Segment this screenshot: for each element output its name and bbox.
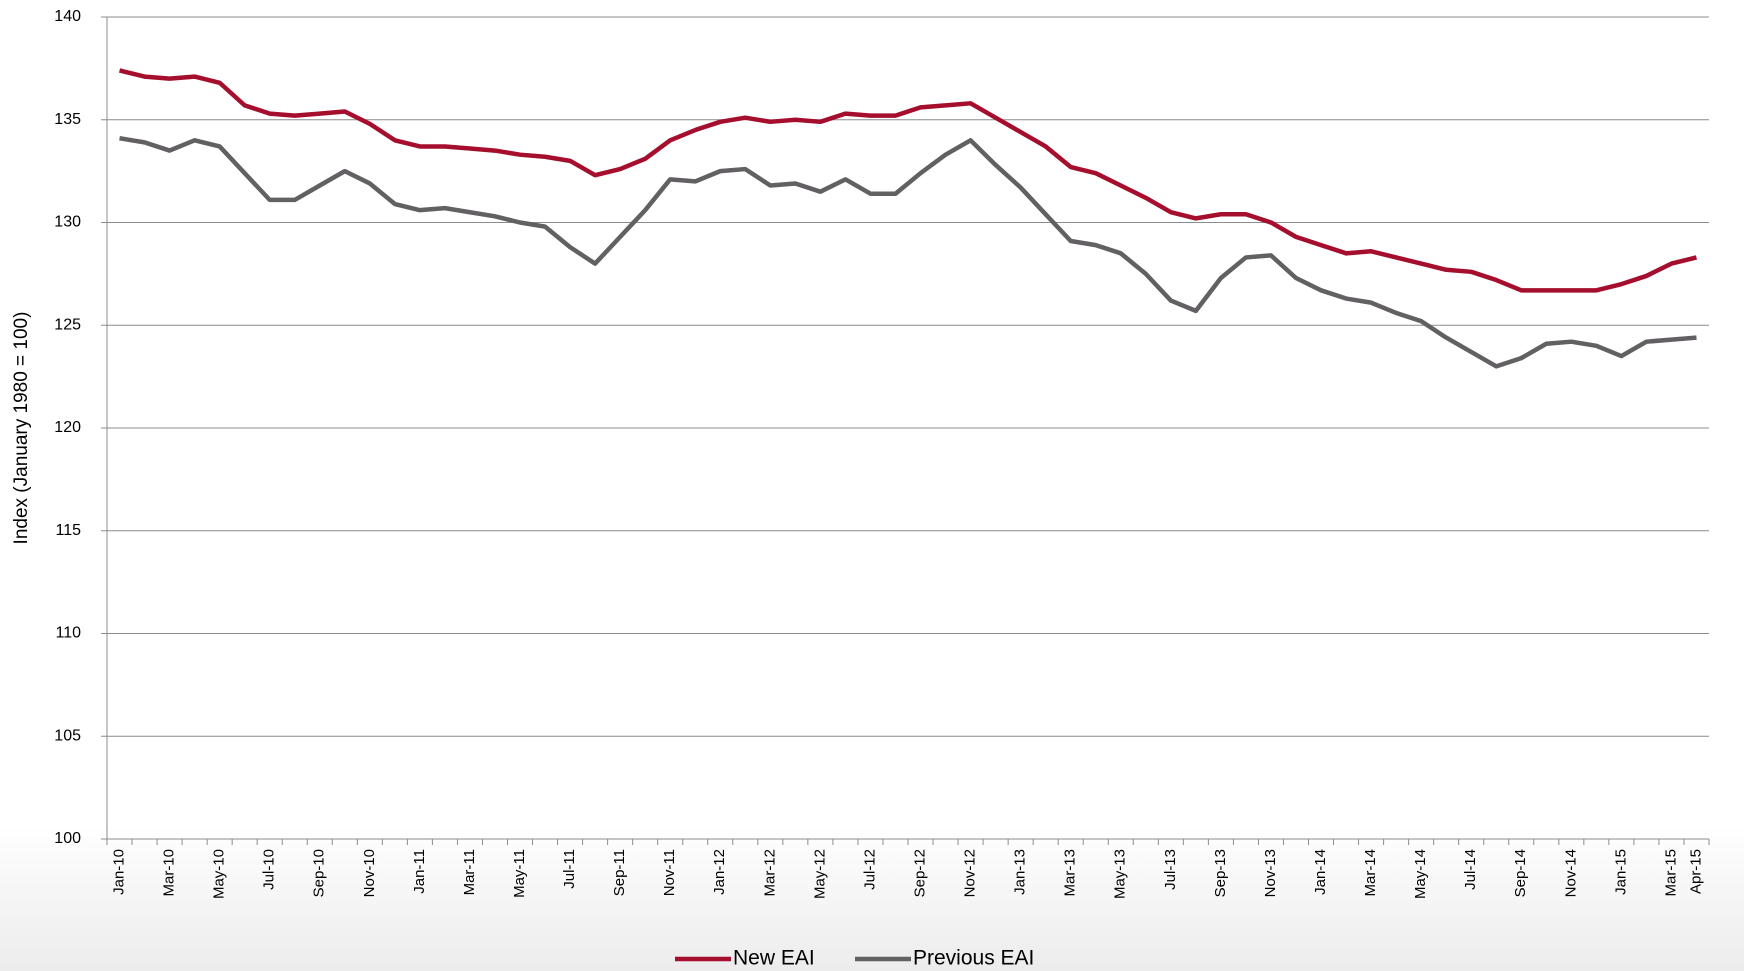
x-tick-label: Sep-11 bbox=[611, 849, 628, 896]
y-tick-label: 125 bbox=[54, 316, 81, 333]
x-tick-label: Nov-13 bbox=[1262, 849, 1279, 897]
x-tick-label: Jul-13 bbox=[1162, 849, 1179, 890]
x-tick-label: Nov-12 bbox=[962, 849, 979, 897]
x-tick-label: Mar-13 bbox=[1062, 849, 1079, 897]
y-tick-label: 105 bbox=[54, 727, 81, 744]
x-tick-label: Jul-11 bbox=[561, 849, 578, 889]
y-tick-label: 130 bbox=[54, 214, 81, 231]
x-tick-label: Sep-14 bbox=[1512, 849, 1529, 897]
y-tick-label: 120 bbox=[54, 419, 81, 436]
y-tick-label: 135 bbox=[54, 111, 81, 128]
x-tick-label: May-13 bbox=[1112, 849, 1129, 899]
x-tick-label: Apr-15 bbox=[1687, 849, 1704, 894]
x-tick-label: May-11 bbox=[511, 849, 528, 898]
x-tick-label: Nov-10 bbox=[361, 849, 378, 897]
x-tick-label: Mar-10 bbox=[161, 849, 178, 897]
x-tick-label: Jan-12 bbox=[711, 849, 728, 895]
x-tick-label: Jul-14 bbox=[1462, 849, 1479, 890]
x-tick-label: Mar-11 bbox=[461, 849, 478, 895]
series-line bbox=[119, 136, 1697, 369]
x-tick-label: May-12 bbox=[811, 849, 828, 899]
x-tick-label: Sep-13 bbox=[1212, 849, 1229, 897]
x-tick-label: Sep-10 bbox=[311, 849, 328, 897]
x-tick-label: Nov-14 bbox=[1562, 849, 1579, 897]
y-tick-label: 100 bbox=[54, 830, 81, 847]
x-tick-label: Mar-14 bbox=[1362, 849, 1379, 897]
x-tick-label: Jan-15 bbox=[1612, 849, 1629, 895]
series-line bbox=[118, 68, 1698, 293]
x-tick-label: Jan-14 bbox=[1312, 849, 1329, 895]
y-tick-label: 140 bbox=[54, 8, 81, 25]
x-tick-label: Nov-11 bbox=[661, 849, 678, 896]
y-tick-label: 110 bbox=[55, 625, 81, 642]
legend-label: Previous EAI bbox=[913, 947, 1034, 970]
x-tick-label: Jan-13 bbox=[1012, 849, 1029, 895]
x-tick-label: Mar-12 bbox=[761, 849, 778, 897]
legend-label: New EAI bbox=[733, 947, 815, 970]
y-axis-title: Index (January 1980 = 100) bbox=[11, 312, 32, 545]
x-tick-label: Jul-12 bbox=[861, 849, 878, 890]
x-tick-label: Sep-12 bbox=[911, 849, 928, 897]
x-tick-label: Mar-15 bbox=[1662, 849, 1679, 897]
x-tick-label: Jan-11 bbox=[411, 849, 428, 894]
x-tick-label: May-14 bbox=[1412, 849, 1429, 899]
x-tick-label: Jul-10 bbox=[261, 849, 278, 890]
x-tick-label: Jan-10 bbox=[110, 849, 127, 895]
y-tick-label: 115 bbox=[55, 522, 81, 539]
x-tick-label: May-10 bbox=[211, 849, 228, 899]
